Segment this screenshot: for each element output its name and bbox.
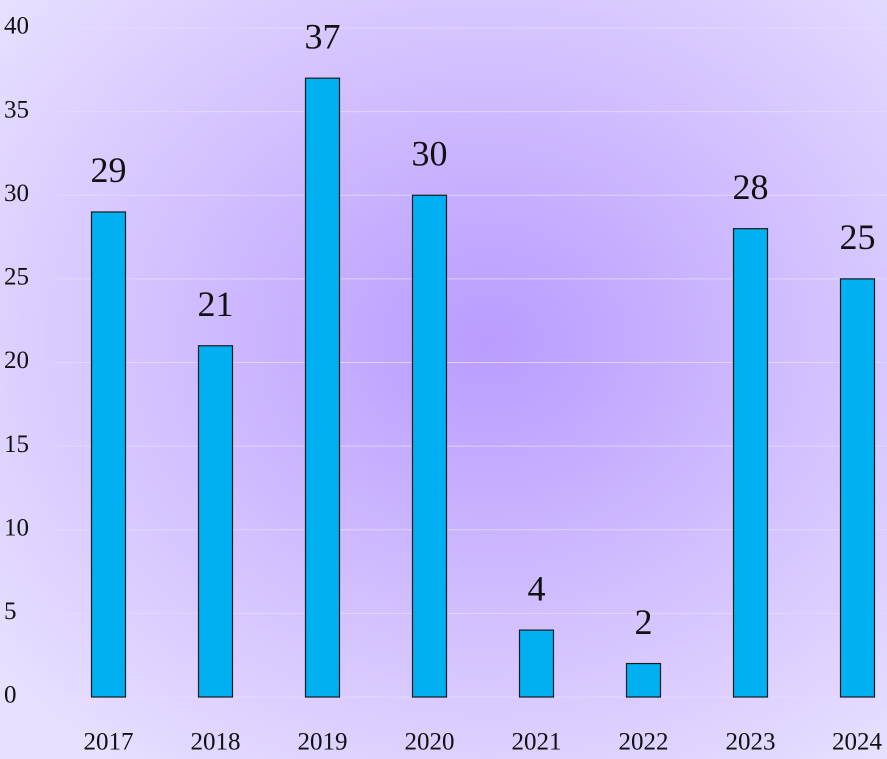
value-label: 25 <box>840 217 876 257</box>
y-tick-label: 25 <box>4 264 29 291</box>
bar <box>732 228 769 698</box>
y-tick-label: 15 <box>4 431 29 458</box>
x-tick-label: 2022 <box>619 729 669 756</box>
bar <box>197 345 234 698</box>
x-tick-label: 2019 <box>298 729 348 756</box>
x-tick-label: 2018 <box>191 729 241 756</box>
bar <box>518 629 555 698</box>
value-label: 37 <box>305 16 341 56</box>
value-label: 4 <box>528 568 546 608</box>
bar <box>90 211 127 698</box>
bar <box>839 278 876 698</box>
bar <box>411 194 448 698</box>
value-label: 28 <box>733 167 769 207</box>
value-label: 29 <box>91 150 127 190</box>
x-tick-label: 2017 <box>84 729 134 756</box>
x-tick-label: 2024 <box>832 729 883 756</box>
y-tick-label: 10 <box>4 514 29 541</box>
value-label: 2 <box>635 602 653 642</box>
y-tick-label: 40 <box>4 13 29 40</box>
x-tick-label: 2021 <box>512 729 562 756</box>
y-tick-label: 20 <box>4 347 29 374</box>
y-tick-label: 5 <box>4 598 17 625</box>
y-tick-label: 30 <box>4 180 29 207</box>
y-tick-label: 35 <box>4 96 29 123</box>
y-tick-label: 0 <box>4 682 17 709</box>
bar <box>625 662 662 698</box>
value-label: 21 <box>198 284 234 324</box>
x-tick-label: 2020 <box>405 729 455 756</box>
value-label: 30 <box>412 134 448 174</box>
bar <box>304 77 341 698</box>
x-tick-label: 2023 <box>726 729 776 756</box>
